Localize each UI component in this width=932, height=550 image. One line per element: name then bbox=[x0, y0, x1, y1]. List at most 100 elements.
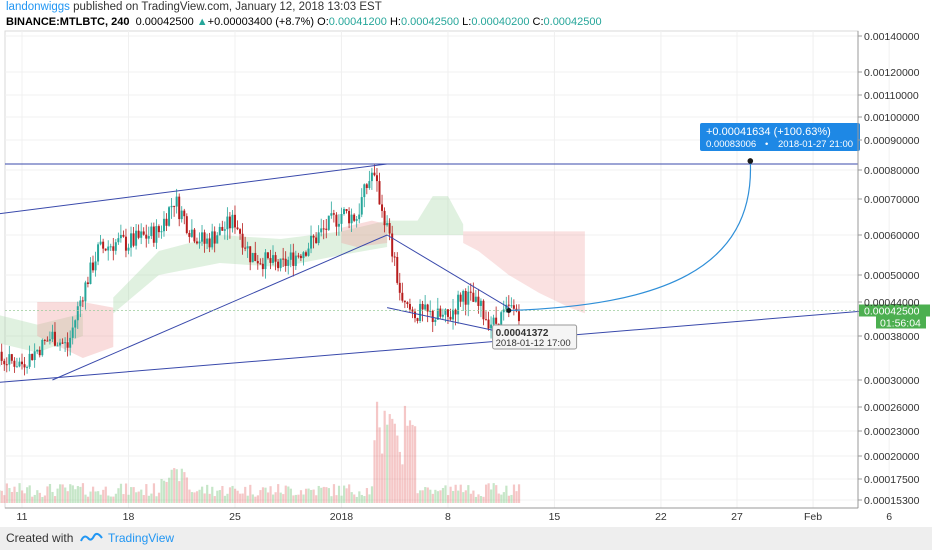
candle-body bbox=[216, 235, 219, 244]
candle-body bbox=[81, 300, 84, 302]
trendline-wedge-top bbox=[386, 234, 510, 309]
volume-bar bbox=[343, 485, 346, 503]
volume-bar bbox=[419, 490, 422, 503]
volume-bar bbox=[386, 424, 389, 503]
candle-body bbox=[79, 300, 82, 307]
candle-body bbox=[3, 360, 6, 365]
volume-bar bbox=[231, 485, 234, 503]
tradingview-brand[interactable]: TradingView bbox=[108, 531, 175, 545]
symbol-label: BINANCE:MTLBTC, 240 bbox=[6, 16, 130, 28]
volume-bar bbox=[495, 485, 498, 503]
price-tick-label: 0.00080000 bbox=[864, 165, 920, 177]
trendlines bbox=[0, 163, 905, 383]
candle-body bbox=[236, 227, 239, 230]
volume-bar bbox=[459, 484, 462, 503]
volume-bar bbox=[299, 490, 303, 503]
candle-body bbox=[378, 181, 381, 205]
tradingview-logo-icon[interactable] bbox=[80, 532, 104, 545]
volume-bar bbox=[517, 484, 521, 503]
trendline-rising-support bbox=[52, 234, 388, 381]
volume-bar bbox=[449, 486, 452, 503]
candle-body bbox=[33, 351, 36, 361]
volume-bar bbox=[79, 486, 82, 503]
chart-grid bbox=[4, 30, 890, 509]
cursor-tooltip-date: 2018-01-12 17:00 bbox=[496, 338, 571, 349]
close-value: 0.00042500 bbox=[543, 16, 602, 28]
candle-body bbox=[228, 216, 231, 229]
volume-bar bbox=[23, 493, 26, 503]
volume-bar bbox=[84, 494, 87, 503]
volume-bar bbox=[193, 492, 196, 503]
candle-body bbox=[345, 209, 348, 212]
candle-body bbox=[304, 252, 307, 256]
candle-body bbox=[127, 247, 130, 251]
candle-body bbox=[109, 246, 112, 248]
volume-bar bbox=[59, 484, 62, 503]
volume-bar bbox=[510, 494, 513, 503]
volume-bar bbox=[76, 486, 79, 503]
volume-bar bbox=[269, 486, 272, 503]
volume-bar bbox=[368, 494, 371, 503]
volume-bar bbox=[327, 488, 330, 503]
volume-bar bbox=[490, 489, 493, 503]
candle-body bbox=[173, 205, 176, 207]
candlestick-series bbox=[0, 164, 520, 376]
candle-body bbox=[86, 282, 89, 284]
candle-body bbox=[335, 214, 338, 227]
volume-bar bbox=[292, 495, 295, 503]
volume-bar bbox=[170, 469, 173, 503]
volume-bars bbox=[0, 401, 521, 503]
volume-bar bbox=[122, 494, 125, 503]
volume-bar bbox=[320, 487, 323, 503]
volume-bar bbox=[462, 492, 465, 503]
candle-body bbox=[53, 331, 56, 346]
volume-bar bbox=[21, 490, 24, 503]
volume-bar bbox=[315, 495, 318, 503]
candle-body bbox=[178, 196, 181, 220]
price-tick-label: 0.00060000 bbox=[864, 230, 920, 242]
candle-body bbox=[396, 256, 399, 283]
candle-body bbox=[413, 311, 416, 319]
volume-bar bbox=[246, 495, 249, 503]
candle-body bbox=[36, 349, 39, 352]
candle-body bbox=[46, 340, 49, 342]
candle-body bbox=[5, 364, 8, 366]
volume-bar bbox=[512, 484, 516, 503]
candle-body bbox=[203, 232, 206, 244]
volume-bar bbox=[89, 491, 92, 503]
volume-bar bbox=[464, 490, 467, 503]
candle-body bbox=[368, 181, 371, 189]
candle-body bbox=[310, 235, 313, 249]
candle-body bbox=[89, 262, 92, 284]
volume-bar bbox=[294, 494, 298, 503]
created-with-label: Created with bbox=[6, 531, 74, 545]
volume-bar bbox=[398, 451, 401, 503]
volume-bar bbox=[175, 469, 178, 503]
candle-body bbox=[251, 252, 254, 263]
price-chart[interactable]: +0.00041634 (+100.63%)0.00083006 2018-01-… bbox=[0, 0, 932, 527]
volume-bar bbox=[178, 481, 181, 503]
price-tick-label: 0.00044000 bbox=[864, 297, 920, 309]
volume-bar bbox=[152, 483, 156, 503]
volume-bar bbox=[218, 490, 221, 503]
author-name[interactable]: landonwiggs bbox=[6, 1, 70, 13]
candle-body bbox=[272, 255, 275, 263]
candle-body bbox=[353, 214, 356, 221]
candle-body bbox=[175, 196, 178, 207]
candle-body bbox=[502, 309, 505, 313]
candle-body bbox=[208, 238, 211, 248]
candle-body bbox=[297, 255, 300, 257]
volume-bar bbox=[81, 483, 85, 503]
projection-start-point bbox=[506, 308, 512, 313]
candle-body bbox=[469, 291, 472, 293]
candle-body bbox=[183, 210, 186, 217]
candle-body bbox=[487, 319, 490, 329]
volume-bar bbox=[147, 495, 150, 503]
volume-bar bbox=[365, 488, 369, 503]
candle-body bbox=[244, 247, 247, 249]
volume-bar bbox=[251, 494, 254, 503]
countdown-tag-label: 01:56:04 bbox=[880, 318, 921, 330]
price-tick-label: 0.00038000 bbox=[864, 331, 920, 343]
candle-body bbox=[147, 236, 150, 239]
candle-body bbox=[135, 230, 138, 246]
